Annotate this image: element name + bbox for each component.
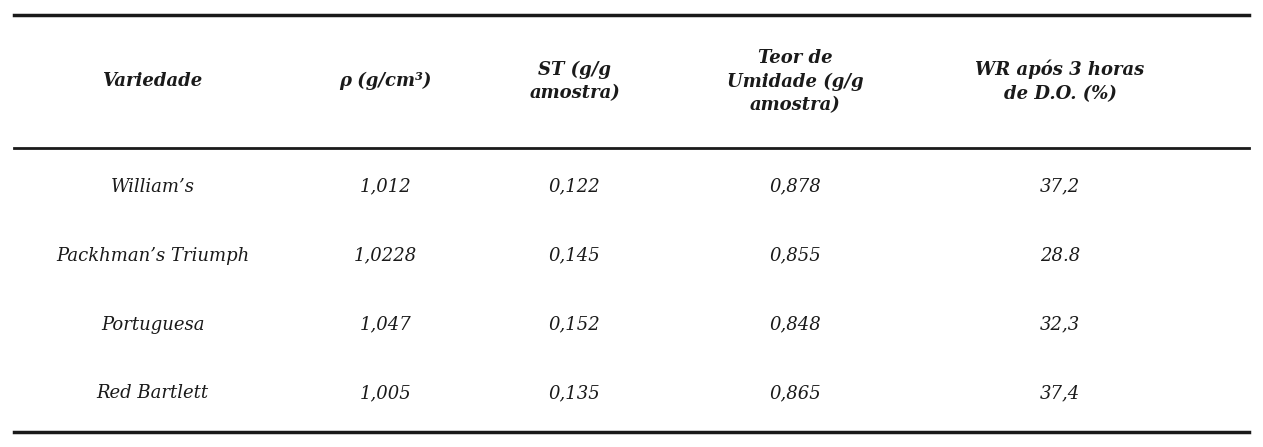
Text: 1,047: 1,047 (360, 316, 412, 333)
Text: 0,878: 0,878 (769, 178, 821, 196)
Text: 1,005: 1,005 (360, 384, 412, 402)
Text: 28.8: 28.8 (1039, 247, 1080, 265)
Text: 32,3: 32,3 (1039, 316, 1080, 333)
Text: Portuguesa: Portuguesa (101, 316, 205, 333)
Text: 0,855: 0,855 (769, 247, 821, 265)
Text: Red Bartlett: Red Bartlett (96, 384, 208, 402)
Text: Teor de
Umidade (g/g
amostra): Teor de Umidade (g/g amostra) (727, 49, 864, 114)
Text: Variedade: Variedade (102, 72, 203, 90)
Text: 0,152: 0,152 (549, 316, 601, 333)
Text: 0,865: 0,865 (769, 384, 821, 402)
Text: 0,135: 0,135 (549, 384, 601, 402)
Text: 0,122: 0,122 (549, 178, 601, 196)
Text: WR após 3 horas
de D.O. (%): WR após 3 horas de D.O. (%) (975, 60, 1144, 103)
Text: 37,2: 37,2 (1039, 178, 1080, 196)
Text: 1,0228: 1,0228 (354, 247, 417, 265)
Text: Packhman’s Triumph: Packhman’s Triumph (56, 247, 249, 265)
Text: William’s: William’s (111, 178, 195, 196)
Text: 1,012: 1,012 (360, 178, 412, 196)
Text: 0,145: 0,145 (549, 247, 601, 265)
Text: ST (g/g
amostra): ST (g/g amostra) (529, 60, 620, 102)
Text: 0,848: 0,848 (769, 316, 821, 333)
Text: 37,4: 37,4 (1039, 384, 1080, 402)
Text: ρ (g/cm³): ρ (g/cm³) (340, 72, 432, 90)
